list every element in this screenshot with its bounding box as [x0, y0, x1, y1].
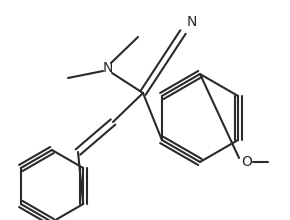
Text: O: O — [242, 155, 252, 169]
Text: N: N — [187, 15, 197, 29]
Text: N: N — [103, 61, 113, 75]
